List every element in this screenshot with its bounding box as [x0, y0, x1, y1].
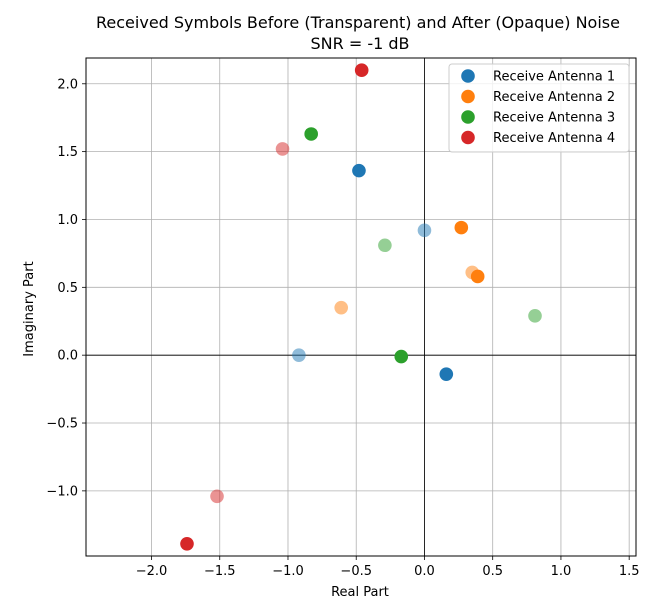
point-after-antenna-1: [352, 163, 366, 178]
point-before-antenna-4: [210, 489, 224, 504]
point-after-antenna-3: [394, 349, 409, 364]
point-after-antenna-2: [454, 220, 469, 235]
point-before-antenna-1: [292, 348, 306, 362]
x-tick-label: −2.0: [136, 564, 168, 579]
point-after-antenna-4: [180, 536, 194, 551]
legend-label-antenna-4: Receive Antenna 4: [493, 131, 615, 146]
legend-frame: [448, 63, 630, 153]
data-points: [180, 63, 542, 551]
point-before-antenna-3: [528, 309, 542, 323]
legend-label-antenna-1: Receive Antenna 1: [493, 70, 615, 85]
x-tick-label: −0.5: [340, 564, 372, 579]
point-before-antenna-2: [334, 300, 349, 315]
x-tick-label: 1.5: [619, 564, 640, 579]
point-after-antenna-1: [439, 367, 454, 381]
chart-title: Received Symbols Before (Transparent) an…: [96, 13, 620, 32]
y-tick-label: −0.5: [46, 417, 78, 432]
point-after-antenna-4: [354, 63, 369, 78]
y-tick-label: 1.5: [57, 145, 78, 160]
point-before-antenna-3: [378, 238, 392, 253]
legend: Receive Antenna 1 Receive Antenna 2 Receiv…: [448, 63, 630, 153]
legend-marker-antenna-1: [461, 69, 475, 83]
legend-label-antenna-3: Receive Antenna 3: [493, 111, 615, 126]
chart-subtitle: SNR = -1 dB: [311, 34, 410, 53]
y-tick-label: 1.0: [57, 213, 78, 228]
x-tick-label: 0.5: [482, 564, 503, 579]
x-tick-label: 0.0: [414, 564, 435, 579]
y-tick-label: 2.0: [57, 77, 78, 92]
y-tick-label: −1.0: [46, 484, 78, 499]
legend-marker-antenna-4: [461, 130, 475, 145]
point-after-antenna-3: [304, 127, 318, 141]
x-tick-label: −1.0: [272, 564, 304, 579]
x-tick-label: −1.5: [204, 564, 236, 579]
y-tick-label: 0.5: [57, 281, 78, 296]
y-tick-label: 0.0: [57, 349, 78, 364]
point-before-antenna-4: [275, 142, 290, 156]
legend-marker-antenna-2: [461, 89, 475, 104]
zero-axes: [86, 58, 636, 556]
ticks: −2.0 −1.5 −1.0 −0.5 0.0 0.5 1.0 1.5 −1.0 −0.5 0.0 0…: [46, 77, 639, 579]
x-tick-label: 1.0: [551, 564, 572, 579]
x-axis-label: Real Part: [331, 585, 389, 600]
plot-frame: [85, 57, 637, 557]
point-before-antenna-1: [417, 223, 432, 238]
legend-label-antenna-2: Receive Antenna 2: [493, 90, 615, 105]
y-axis-label: Imaginary Part: [22, 261, 37, 356]
point-after-antenna-2: [470, 269, 485, 284]
legend-marker-antenna-3: [461, 110, 475, 124]
